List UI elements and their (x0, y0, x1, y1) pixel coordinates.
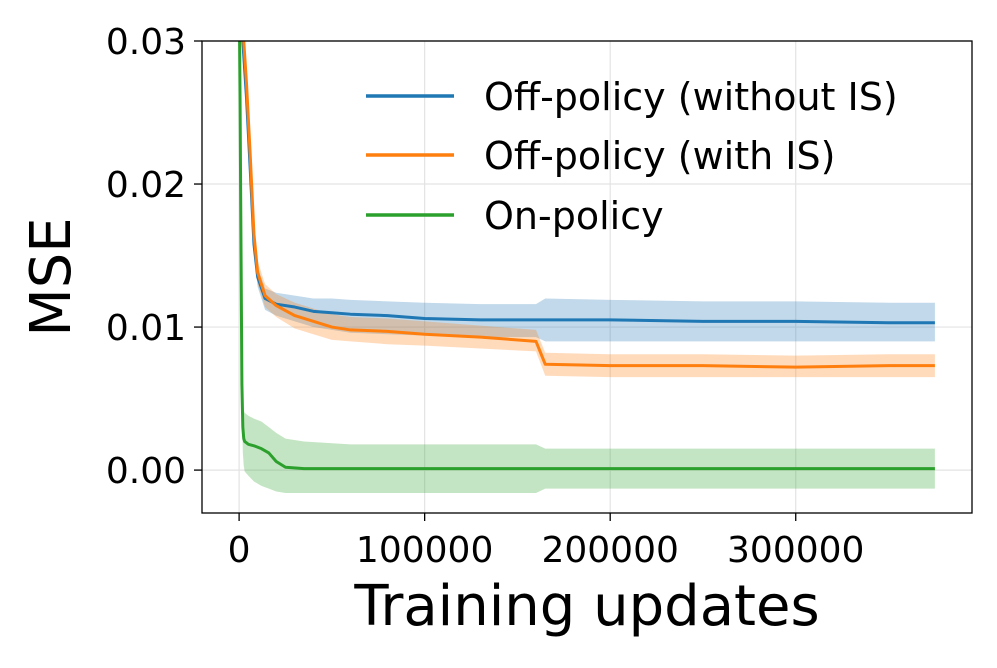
plot-frame (201, 40, 973, 514)
x-tick-label: 300000 (727, 530, 864, 571)
series-line-on-policy (238, 41, 935, 471)
legend-label-off-policy-with-is: Off-policy (with IS) (484, 134, 835, 178)
y-axis-ticks: 0.00 0.01 0.02 0.03 (106, 22, 202, 492)
y-axis-label: MSE (19, 217, 84, 336)
confidence-bands (239, 41, 935, 493)
x-axis-label: Training updates (353, 574, 819, 639)
x-axis-ticks: 0 100000 200000 300000 (228, 513, 864, 571)
legend-label-off-policy-without-is: Off-policy (without IS) (484, 75, 898, 119)
legend-label-on-policy: On-policy (484, 194, 664, 238)
y-tick-label: 0.01 (106, 308, 186, 349)
x-tick-label: 0 (228, 530, 251, 571)
series-lines (238, 41, 935, 471)
series-line-off-policy-with-is (242, 41, 935, 369)
y-tick-label: 0.00 (106, 451, 186, 492)
x-tick-label: 100000 (356, 530, 493, 571)
band-on-policy (239, 41, 935, 493)
legend: Off-policy (without IS) Off-policy (with… (366, 75, 898, 238)
y-tick-label: 0.02 (106, 165, 186, 206)
y-tick-label: 0.03 (106, 22, 186, 63)
x-tick-label: 200000 (541, 530, 678, 571)
